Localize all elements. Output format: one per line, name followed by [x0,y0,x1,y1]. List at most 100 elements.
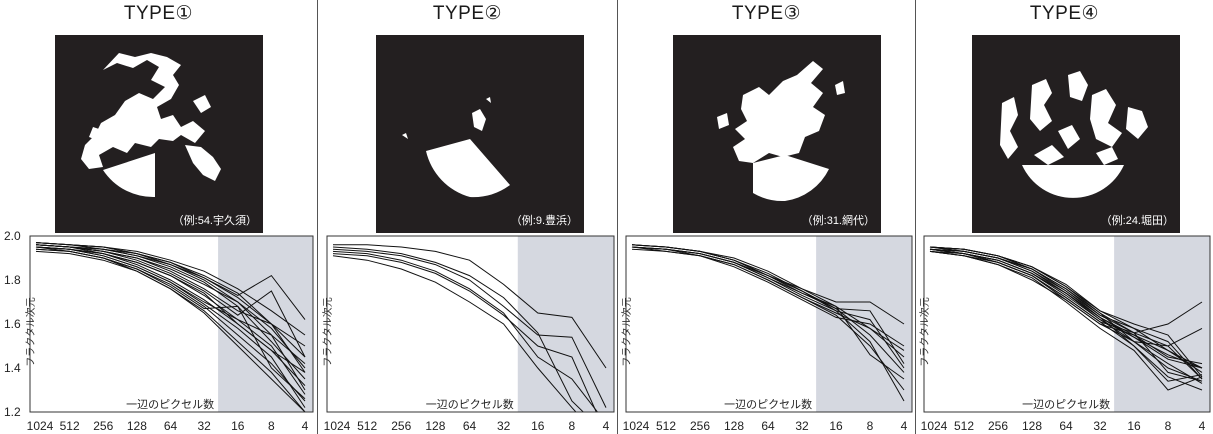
x-axis-label: 一辺のピクセル数 [724,398,812,411]
fractal-chart: 1024 512 256 128 64 32 16 8 4 2.0 1.8 1.6 1.4 1.2 フラクタ… [4,229,314,433]
panel-title: TYPE④ [1029,3,1100,24]
series-line-9 [35,244,306,358]
series-line-8 [929,250,1203,391]
series-line-2 [332,248,607,408]
y-axis-label: フラクタル次元 [321,297,334,367]
series-line-7 [631,246,905,364]
x-tick-label: 16 [231,419,245,433]
x-tick-label: 4 [603,419,610,433]
example-caption: （例:9.豊浜） [510,215,578,227]
x-tick-label: 128 [127,419,147,433]
plot-frame [29,235,314,413]
panel-type2: TYPE② （例:9.豊浜） 1024 512 256 128 64 32 16 8 4 フラクタ… [317,0,617,434]
x-tick-label: 16 [829,419,843,433]
panel-type1: TYPE① （例:54.宇久須） 1024 512 256 128 64 32 16 8 4 2.… [0,0,317,434]
series-line-11 [929,250,1203,369]
shaded-region [517,236,614,412]
x-tick-label: 32 [795,419,809,433]
x-tick-label: 8 [569,419,576,433]
panel-title: TYPE① [123,3,194,24]
radar-echo-shape [81,53,221,198]
radar-image: （例:54.宇久須） [55,35,263,233]
x-tick-label: 256 [988,419,1008,433]
series-line-16 [35,246,306,364]
series-line-6 [332,246,584,412]
x-tick-label: 8 [867,419,874,433]
x-tick-label: 8 [1165,419,1172,433]
x-axis-label: 一辺のピクセル数 [426,398,514,411]
x-tick-label: 16 [1127,419,1141,433]
x-tick-label: 512 [656,419,676,433]
x-tick-label: 8 [268,419,275,433]
series-line-13 [929,248,1203,380]
series-line-4 [332,250,599,412]
series-line-1 [333,244,607,369]
radar-echo-shape [402,97,510,198]
series-line-13 [35,244,306,347]
x-tick-label: 1024 [921,419,948,433]
x-tick-label: 128 [1022,419,1042,433]
radar-echo-shape [1000,71,1148,198]
x-tick-label: 64 [1059,419,1073,433]
panel-type3: TYPE③ （例:31.網代） 1024 512 256 128 64 32 16 8 4 フラク… [617,0,915,434]
y-tick-label: 1.4 [4,361,21,375]
y-axis-label: フラクタル次元 [620,297,633,367]
x-tick-label: 32 [1093,419,1107,433]
x-tick-label: 64 [164,419,178,433]
example-caption: （例:31.網代） [801,215,875,227]
series-line-15 [929,250,1203,382]
series-line-9 [631,244,905,380]
y-tick-label: 1.8 [4,273,21,287]
x-tick-label: 16 [531,419,545,433]
y-tick-label: 1.6 [4,317,21,331]
plot-frame [923,235,1211,413]
radar-echo-shape [717,61,845,202]
series-line-17 [35,244,306,373]
panel-title: TYPE② [432,3,503,24]
x-tick-label: 512 [357,419,377,433]
x-tick-label: 128 [425,419,445,433]
series-line-16 [929,248,1203,369]
x-tick-label: 1024 [324,419,351,433]
x-tick-label: 512 [60,419,80,433]
y-tick-label: 1.2 [4,405,21,419]
radar-image: （例:9.豊浜） [376,35,584,233]
shaded-region [1114,236,1210,412]
x-tick-label: 256 [93,419,113,433]
series-line-3 [332,253,597,412]
x-tick-label: 4 [901,419,908,433]
x-axis-label: 一辺のピクセル数 [126,398,214,411]
example-caption: （例:54.宇久須） [172,215,257,227]
example-caption: （例:24.堀田） [1100,215,1174,227]
x-tick-label: 64 [761,419,775,433]
x-tick-label: 256 [391,419,411,433]
plot-frame [326,235,615,413]
x-axis-label: 一辺のピクセル数 [1022,398,1110,411]
series-line-5 [332,255,577,412]
x-tick-label: 512 [954,419,974,433]
plot-frame [625,235,913,413]
x-tick-label: 4 [302,419,309,433]
x-tick-label: 256 [690,419,710,433]
series-line-14 [929,246,1203,347]
x-tick-label: 32 [197,419,211,433]
panel-title: TYPE③ [731,3,802,24]
panel-type4: TYPE④ （例:24.堀田） 1024 512 256 128 64 32 16 8 4 フラク… [915,0,1213,434]
y-axis-label: フラクタル次元 [24,297,37,367]
x-tick-label: 128 [724,419,744,433]
x-tick-label: 32 [497,419,511,433]
y-tick-label: 2.0 [4,229,21,243]
series-line-15 [35,242,306,320]
x-tick-label: 64 [463,419,477,433]
radar-image: （例:31.網代） [673,35,881,233]
x-tick-label: 1024 [623,419,650,433]
series-line-10 [631,246,905,347]
series-line-8 [631,246,905,351]
radar-image: （例:24.堀田） [972,35,1180,233]
x-tick-label: 4 [1199,419,1206,433]
y-axis-label: フラクタル次元 [918,297,931,367]
x-tick-label: 1024 [27,419,54,433]
